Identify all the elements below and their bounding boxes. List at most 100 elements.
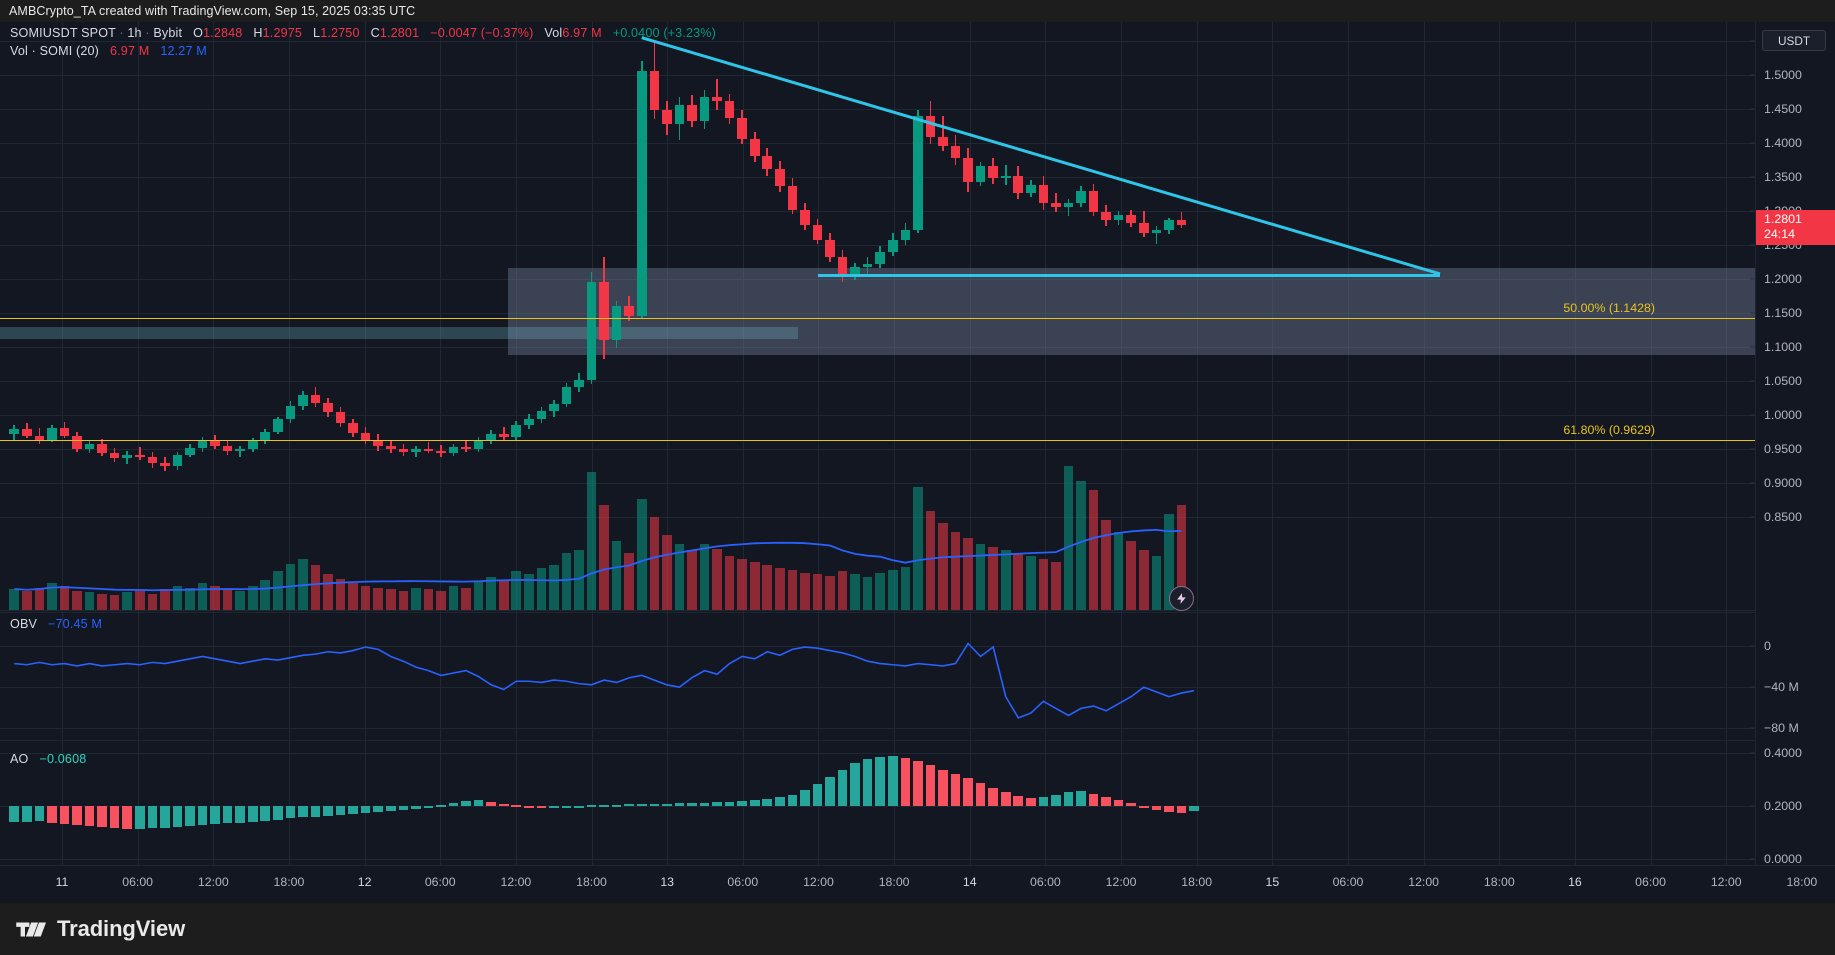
ao-histogram-bar [649, 803, 660, 806]
volume-bar [1138, 550, 1149, 610]
volume-bar [398, 590, 409, 610]
ao-histogram-bar [335, 806, 346, 816]
grid-line-vertical [288, 740, 290, 865]
volume-bar [1051, 562, 1061, 610]
ao-histogram-bar [825, 776, 835, 806]
candlestick [160, 462, 170, 467]
grid-line-vertical [969, 22, 971, 612]
grid-line-vertical [288, 612, 290, 740]
ao-histogram-bar [1013, 795, 1024, 806]
candlestick [1113, 215, 1124, 221]
volume-legend-ma-value: 12.27 M [160, 44, 207, 58]
ao-histogram-bar [1088, 793, 1099, 806]
grid-line-vertical [1347, 22, 1349, 612]
ao-histogram-bar [1101, 796, 1111, 806]
ao-histogram-bar [486, 801, 496, 806]
obv-axis-tick: 0 [1764, 639, 1771, 653]
horizontal-support-line [818, 273, 1440, 277]
ao-histogram-bar [385, 806, 396, 812]
grid-line-vertical [364, 612, 366, 740]
candlestick [22, 429, 32, 436]
fib-50-line [0, 317, 1755, 319]
ao-histogram-bar [988, 788, 998, 806]
ao-histogram-bar [850, 763, 860, 806]
obv-legend-title: OBV [10, 617, 38, 631]
grid-line-vertical [894, 22, 896, 612]
candlestick [348, 423, 358, 433]
grid-line-vertical [1650, 22, 1652, 612]
volume-bar [749, 562, 760, 610]
candlestick [461, 446, 471, 450]
volume-bar [448, 586, 459, 610]
grid-line-vertical [62, 22, 63, 612]
grid-line-vertical [1121, 22, 1123, 612]
ao-histogram-bar [662, 803, 672, 806]
grid-line-vertical [1499, 740, 1501, 865]
legend-low-label: L [313, 26, 321, 40]
currency-unit-pill[interactable]: USDT [1762, 30, 1826, 51]
time-axis-tick: 06:00 [424, 875, 456, 889]
volume-bar [800, 572, 810, 610]
ao-histogram-bar [938, 769, 948, 806]
ao-histogram-bar [611, 804, 622, 807]
time-axis-tick: 06:00 [1635, 875, 1666, 889]
candlestick [800, 209, 810, 225]
grid-line-horizontal [0, 279, 1755, 281]
candlestick [963, 157, 973, 183]
candlestick [574, 379, 584, 387]
candle-wick [942, 115, 944, 151]
ao-histogram-bar [147, 806, 158, 829]
candlestick [1151, 230, 1162, 233]
grid-line-horizontal [0, 176, 1755, 178]
grid-line-horizontal [0, 210, 1755, 212]
volume-bar [235, 590, 245, 610]
volume-bar [84, 592, 95, 610]
grid-line-vertical [1499, 612, 1501, 740]
grid-line-vertical [1423, 740, 1425, 865]
volume-bar [950, 532, 961, 610]
tradingview-logo[interactable]: TradingView [16, 916, 185, 942]
ao-histogram-bar [247, 806, 258, 822]
ao-indicator-legend[interactable]: AO −0.0608 [10, 752, 86, 766]
candlestick [699, 96, 710, 122]
ao-histogram-bar [511, 805, 522, 808]
obv-indicator-legend[interactable]: OBV −70.45 M [10, 617, 102, 631]
candlestick [172, 454, 183, 467]
volume-bar [97, 593, 107, 610]
candlestick [335, 412, 346, 424]
obv-pane[interactable] [0, 612, 1755, 740]
ao-axis-tick: 0.2000 [1764, 799, 1802, 813]
lightning-bolt-icon[interactable] [1169, 586, 1195, 611]
volume-bar [310, 565, 321, 610]
price-axis-tick: 1.1500 [1764, 306, 1802, 321]
ao-histogram-bar [210, 806, 220, 824]
ao-histogram-bar [235, 806, 245, 823]
grid-line-vertical [894, 612, 896, 740]
current-price-tag[interactable]: 1.2801 24:14 [1756, 210, 1835, 246]
main-series-legend[interactable]: SOMIUSDT SPOT · 1h · Bybit O1.2848 H1.29… [10, 26, 716, 40]
candlestick [599, 282, 609, 341]
volume-bar [1113, 532, 1124, 610]
ao-histogram-bar [1026, 797, 1036, 806]
price-axis[interactable]: USDT 1.55001.50001.45001.40001.35001.300… [1750, 22, 1835, 866]
candlestick [1063, 202, 1074, 207]
candlestick [498, 434, 509, 437]
volume-indicator-legend[interactable]: Vol · SOMI (20) 6.97 M 12.27 M [10, 44, 207, 58]
time-axis-tick: 06:00 [1030, 875, 1061, 889]
candlestick [360, 432, 371, 440]
ao-histogram-bar [1063, 792, 1074, 806]
ao-histogram-bar [950, 773, 961, 806]
time-axis-tick: 18:00 [273, 875, 305, 889]
ao-histogram-bar [448, 802, 459, 806]
price-axis-tick: 1.0000 [1764, 408, 1802, 423]
volume-bar [775, 568, 785, 610]
volume-legend-title: Vol · SOMI (20) [10, 44, 100, 58]
volume-bar [486, 577, 496, 610]
time-axis[interactable]: 11 06:00 12:00 18:00 12 06:00 12:00 18:00 13 06:0… [0, 865, 1835, 903]
ao-histogram-bar [624, 804, 635, 807]
candlestick [511, 424, 522, 437]
ao-histogram-bar [473, 799, 484, 806]
volume-bar [825, 575, 835, 610]
volume-bar [737, 559, 747, 610]
volume-bar [59, 586, 70, 610]
